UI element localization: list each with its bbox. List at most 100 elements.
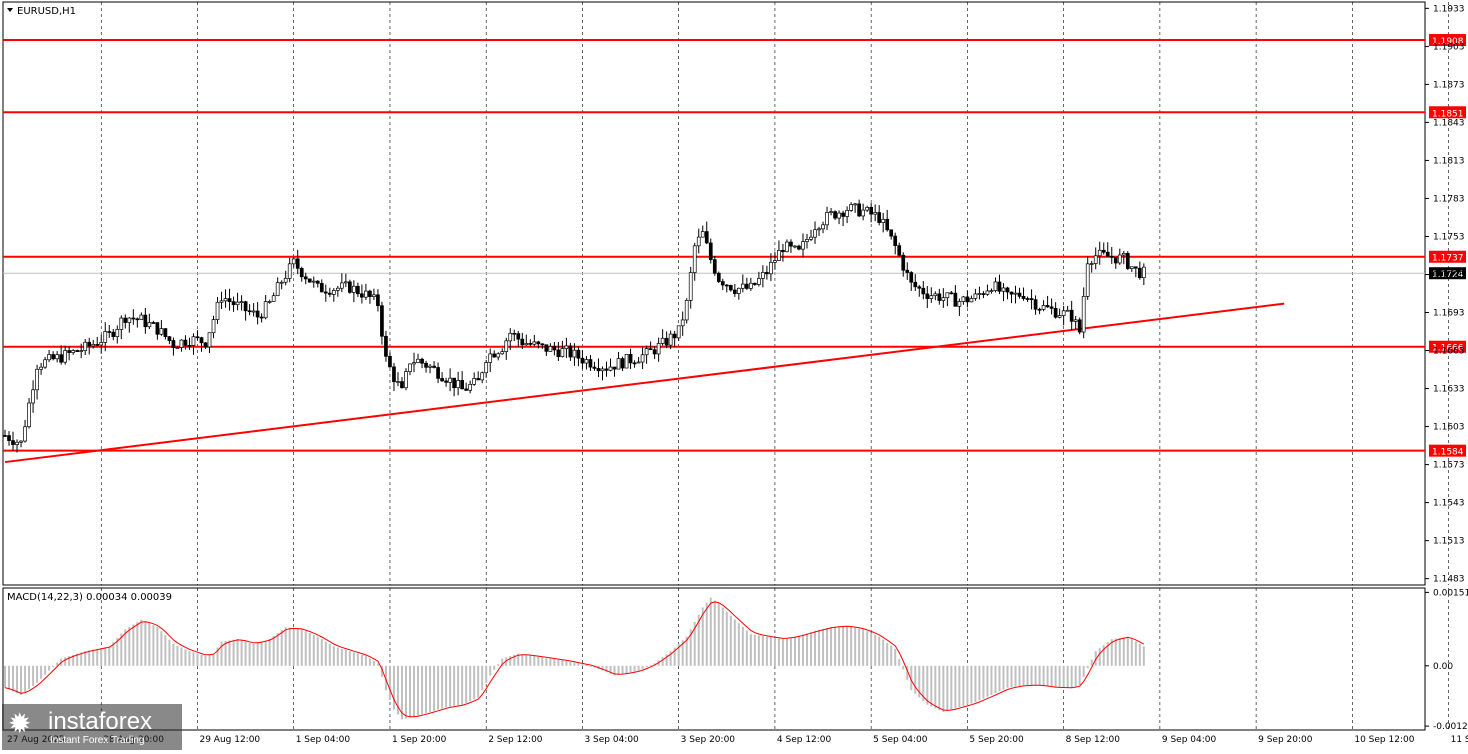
macd-bar [521,654,524,666]
macd-bar [1066,665,1069,688]
macd-bar [529,655,532,666]
candle-body [1077,319,1082,333]
current-price-badge [1429,267,1466,280]
macd-bar [316,636,319,666]
macd-bar [501,658,504,666]
macd-bar [926,665,929,705]
candle-body [247,310,252,313]
candle-body [259,316,264,319]
macd-bar [116,637,119,666]
candle-body [793,245,797,248]
macd-bar [553,659,556,666]
candle-body [235,301,240,306]
macd-bar [108,646,111,666]
candle-body [676,325,681,339]
candle-body [809,236,813,240]
macd-bar [1062,665,1065,688]
candle-body [139,314,144,320]
candle-body [528,343,533,345]
dropdown-arrow-icon[interactable] [7,8,13,12]
symbol-label: EURUSD,H1 [17,6,76,17]
macd-bar [737,623,740,666]
candle-body [849,204,853,211]
macd-bar [453,665,456,706]
macd-bar [272,636,275,666]
macd-bar [44,665,47,675]
candle-body [364,290,368,298]
candle-body [7,435,11,441]
candle-body [115,329,120,337]
candle-body [865,207,870,211]
candle-body [27,402,31,428]
macd-bar [292,628,295,666]
macd-bar [252,643,255,666]
x-tick-label: 1 Sep 04:00 [296,735,351,745]
candle-body [668,333,673,346]
candle-body [408,363,412,372]
macd-bar [1046,665,1049,687]
macd-bar [224,640,227,666]
candle-body [335,287,340,291]
macd-bar [1118,637,1121,666]
macd-bar [850,626,853,666]
candle-body [965,296,970,303]
macd-bar [1138,643,1141,666]
candle-body [299,268,304,278]
candle-body [680,319,685,327]
macd-bar [461,665,464,705]
macd-bar [846,625,849,666]
candle-body [127,317,132,323]
candle-body [75,350,80,352]
macd-bar [36,665,39,683]
y-tick-label: 1.1903 [1433,42,1465,52]
macd-bar [445,665,448,708]
candle-body [744,283,749,289]
x-tick-label: 9 Sep 04:00 [1162,735,1217,745]
x-tick-label: 11 Sep 04:00 [1451,735,1468,745]
candle-body [1001,287,1006,292]
macd-bar [485,665,488,683]
macd-bar [669,651,672,666]
candle-body [516,333,521,340]
macd-bar [1102,645,1105,666]
candle-body [977,293,982,295]
macd-bar [725,611,728,666]
candle-body [508,332,513,342]
macd-bar [164,635,167,666]
candle-body [837,212,841,219]
candle-body [524,343,529,346]
candle-body [1085,263,1090,297]
macd-bar [1030,665,1033,686]
candle-body [187,344,192,347]
candle-body [1105,251,1110,257]
candle-body [432,365,436,368]
macd-bar [8,665,11,690]
candle-body [1081,295,1086,333]
macd-bar [525,654,528,666]
candle-body [251,310,256,313]
macd-bar [1082,665,1085,677]
candle-body [11,440,15,445]
macd-bar [801,634,804,666]
macd-bar [1090,659,1093,666]
macd-bar [1070,665,1073,688]
candle-body [384,335,388,357]
trendline-group[interactable] [4,302,1285,464]
macd-bar [236,639,239,666]
macd-bar [1134,641,1137,666]
candle-body [672,333,677,339]
candle-body [929,295,934,299]
macd-title: MACD(14,22,3) 0.00034 0.00039 [7,592,172,603]
candle-body [933,293,938,297]
macd-bar [340,648,343,666]
trendline[interactable] [4,302,1285,464]
candle-body [3,435,7,437]
candle-body [55,354,59,360]
macd-bar [649,665,652,667]
candle-body [636,361,641,364]
symbol-header[interactable]: EURUSD,H1 [7,6,76,17]
candle-body [63,350,68,363]
macd-bar [437,665,440,710]
